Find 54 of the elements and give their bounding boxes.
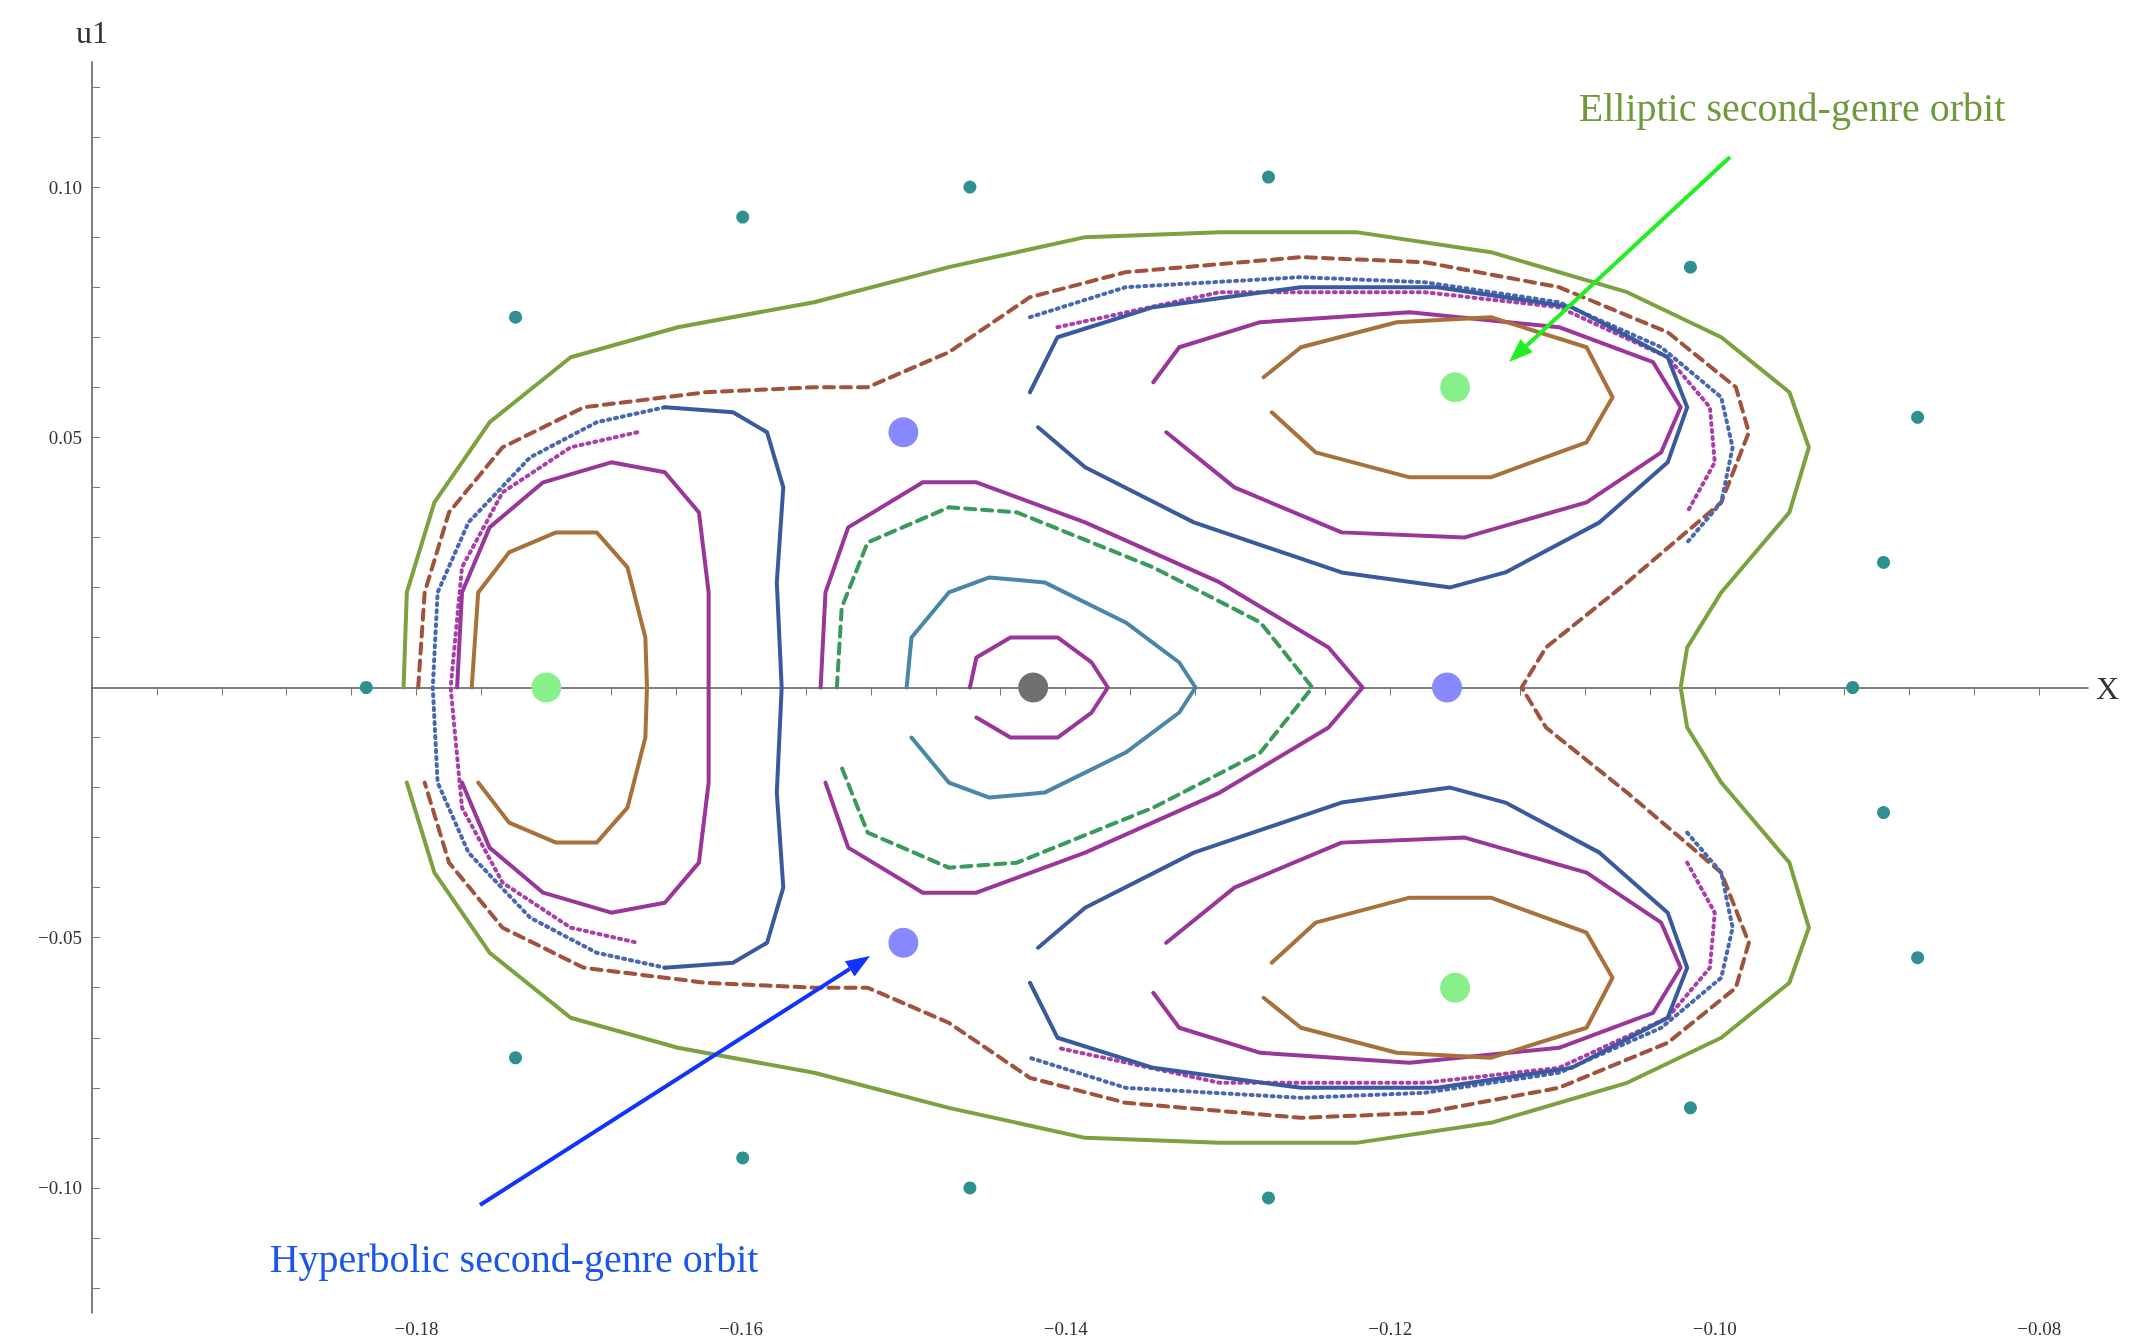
- x-tick-label: −0.08: [2017, 1318, 2062, 1338]
- point: [963, 1181, 977, 1195]
- point: [736, 1151, 750, 1165]
- line-series: [967, 635, 1110, 740]
- point: [1911, 951, 1925, 965]
- line-series: [818, 480, 1365, 895]
- y-tick-label: 0.05: [48, 426, 82, 448]
- point: [1877, 806, 1891, 820]
- line-series: [1151, 310, 1683, 540]
- point: [531, 672, 562, 703]
- line-series: [1027, 785, 1690, 1090]
- annotation: Hyperbolic second-genre orbit: [269, 1235, 759, 1281]
- point: [359, 681, 373, 694]
- x-tick-label: −0.16: [719, 1318, 764, 1338]
- point: [1262, 170, 1275, 184]
- line-series: [455, 460, 711, 915]
- point: [888, 417, 919, 448]
- point: [1262, 1191, 1275, 1205]
- x-axis-title: X: [2096, 669, 2120, 706]
- y-axis-title: u1: [76, 14, 108, 50]
- line-series: [1261, 315, 1615, 480]
- line-series: [469, 530, 649, 845]
- line-series: [448, 430, 640, 945]
- line-series: [1261, 895, 1615, 1060]
- line-series: [1027, 830, 1735, 1100]
- x-tick-label: −0.10: [1692, 1318, 1737, 1338]
- point: [1432, 672, 1463, 703]
- line-series: [1027, 285, 1690, 590]
- point: [1018, 672, 1049, 703]
- point: [1846, 681, 1860, 694]
- line-series: [430, 405, 667, 970]
- point: [509, 310, 523, 324]
- y-tick-label: −0.10: [38, 1177, 82, 1199]
- point: [1877, 555, 1891, 569]
- point: [1683, 260, 1697, 274]
- line-series: [662, 405, 786, 970]
- x-tick-label: −0.14: [1043, 1318, 1089, 1338]
- point: [1440, 372, 1471, 403]
- line-series: [1151, 835, 1683, 1065]
- point: [888, 927, 919, 958]
- point: [1683, 1101, 1697, 1115]
- annotation: Elliptic second-genre orbit: [1578, 84, 2006, 130]
- x-tick-label: −0.12: [1368, 1318, 1413, 1338]
- x-tick-label: −0.18: [394, 1318, 439, 1338]
- line-series: [1027, 275, 1735, 545]
- y-tick-label: −0.05: [38, 927, 82, 949]
- line-series: [904, 575, 1198, 800]
- point: [1911, 410, 1925, 424]
- y-tick-label: 0.10: [48, 176, 82, 198]
- point: [509, 1051, 523, 1065]
- line-series: [834, 505, 1315, 870]
- point: [736, 210, 750, 224]
- point: [963, 180, 977, 194]
- point: [1440, 972, 1471, 1003]
